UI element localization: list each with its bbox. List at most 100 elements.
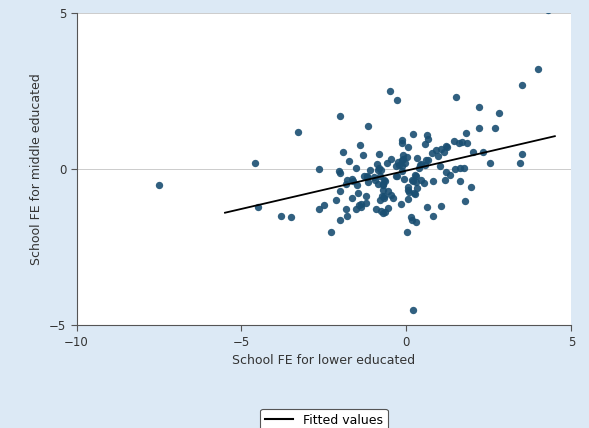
- Point: [461, 130, 471, 137]
- Point: [459, 164, 469, 171]
- Point: [416, 176, 425, 183]
- Point: [392, 163, 401, 169]
- Point: [458, 138, 467, 145]
- Point: [405, 189, 414, 196]
- Point: [347, 195, 356, 202]
- Point: [397, 157, 406, 163]
- Point: [416, 160, 425, 167]
- Point: [376, 208, 386, 214]
- Point: [462, 140, 471, 146]
- Point: [408, 177, 417, 184]
- Point: [399, 156, 408, 163]
- Point: [380, 177, 390, 184]
- Point: [314, 205, 323, 212]
- Point: [400, 176, 409, 183]
- Point: [373, 161, 382, 168]
- Point: [451, 94, 461, 101]
- Point: [379, 193, 389, 200]
- Point: [250, 159, 259, 166]
- Point: [314, 166, 323, 173]
- Point: [423, 136, 433, 143]
- Point: [342, 177, 351, 184]
- Point: [356, 201, 365, 208]
- Point: [494, 110, 504, 116]
- Point: [373, 181, 383, 188]
- Point: [434, 153, 443, 160]
- Point: [353, 190, 363, 196]
- Point: [412, 184, 421, 191]
- Point: [517, 150, 527, 157]
- Point: [378, 210, 388, 217]
- Point: [517, 81, 527, 88]
- Point: [403, 186, 413, 193]
- Point: [409, 190, 419, 196]
- Point: [442, 144, 452, 151]
- Point: [373, 166, 383, 173]
- Point: [375, 150, 384, 157]
- Point: [402, 154, 411, 160]
- Point: [393, 159, 403, 166]
- Point: [440, 176, 449, 183]
- Point: [455, 178, 464, 185]
- Point: [422, 131, 431, 138]
- Point: [361, 199, 370, 206]
- Point: [379, 181, 388, 188]
- Point: [335, 169, 345, 176]
- Point: [386, 191, 395, 198]
- Point: [253, 203, 263, 210]
- Point: [406, 214, 416, 220]
- Point: [339, 149, 348, 156]
- Point: [398, 136, 407, 143]
- Point: [435, 163, 445, 169]
- Point: [428, 213, 438, 220]
- Point: [375, 197, 384, 204]
- Point: [412, 155, 422, 162]
- Point: [410, 171, 419, 178]
- Point: [363, 122, 373, 129]
- X-axis label: School FE for lower educated: School FE for lower educated: [233, 354, 415, 367]
- Point: [422, 204, 432, 211]
- Point: [402, 228, 412, 235]
- Point: [341, 206, 350, 213]
- Point: [416, 162, 425, 169]
- Point: [421, 141, 430, 148]
- Point: [421, 161, 430, 168]
- Point: [534, 65, 543, 72]
- Point: [342, 213, 352, 220]
- Point: [466, 184, 476, 191]
- Point: [469, 148, 478, 155]
- Point: [360, 172, 369, 179]
- Point: [352, 181, 361, 188]
- Point: [429, 178, 438, 185]
- Point: [335, 217, 344, 223]
- Point: [441, 169, 451, 175]
- Point: [356, 142, 365, 149]
- Point: [403, 184, 413, 190]
- Point: [419, 179, 429, 186]
- Point: [392, 172, 401, 179]
- Point: [392, 97, 401, 104]
- Point: [515, 160, 525, 166]
- Point: [427, 149, 436, 156]
- Point: [379, 176, 389, 183]
- Point: [414, 165, 423, 172]
- Point: [432, 147, 441, 154]
- Point: [398, 152, 408, 159]
- Point: [397, 140, 406, 146]
- Point: [382, 160, 392, 167]
- Point: [388, 195, 398, 202]
- Point: [397, 163, 406, 169]
- Point: [362, 193, 371, 199]
- Point: [319, 202, 328, 209]
- Point: [442, 143, 451, 150]
- Point: [403, 196, 412, 202]
- Point: [331, 197, 340, 204]
- Point: [375, 164, 384, 171]
- Point: [445, 172, 455, 178]
- Point: [436, 145, 446, 152]
- Point: [372, 206, 381, 213]
- Point: [355, 202, 364, 208]
- Point: [336, 113, 345, 119]
- Point: [456, 165, 465, 172]
- Point: [335, 187, 345, 194]
